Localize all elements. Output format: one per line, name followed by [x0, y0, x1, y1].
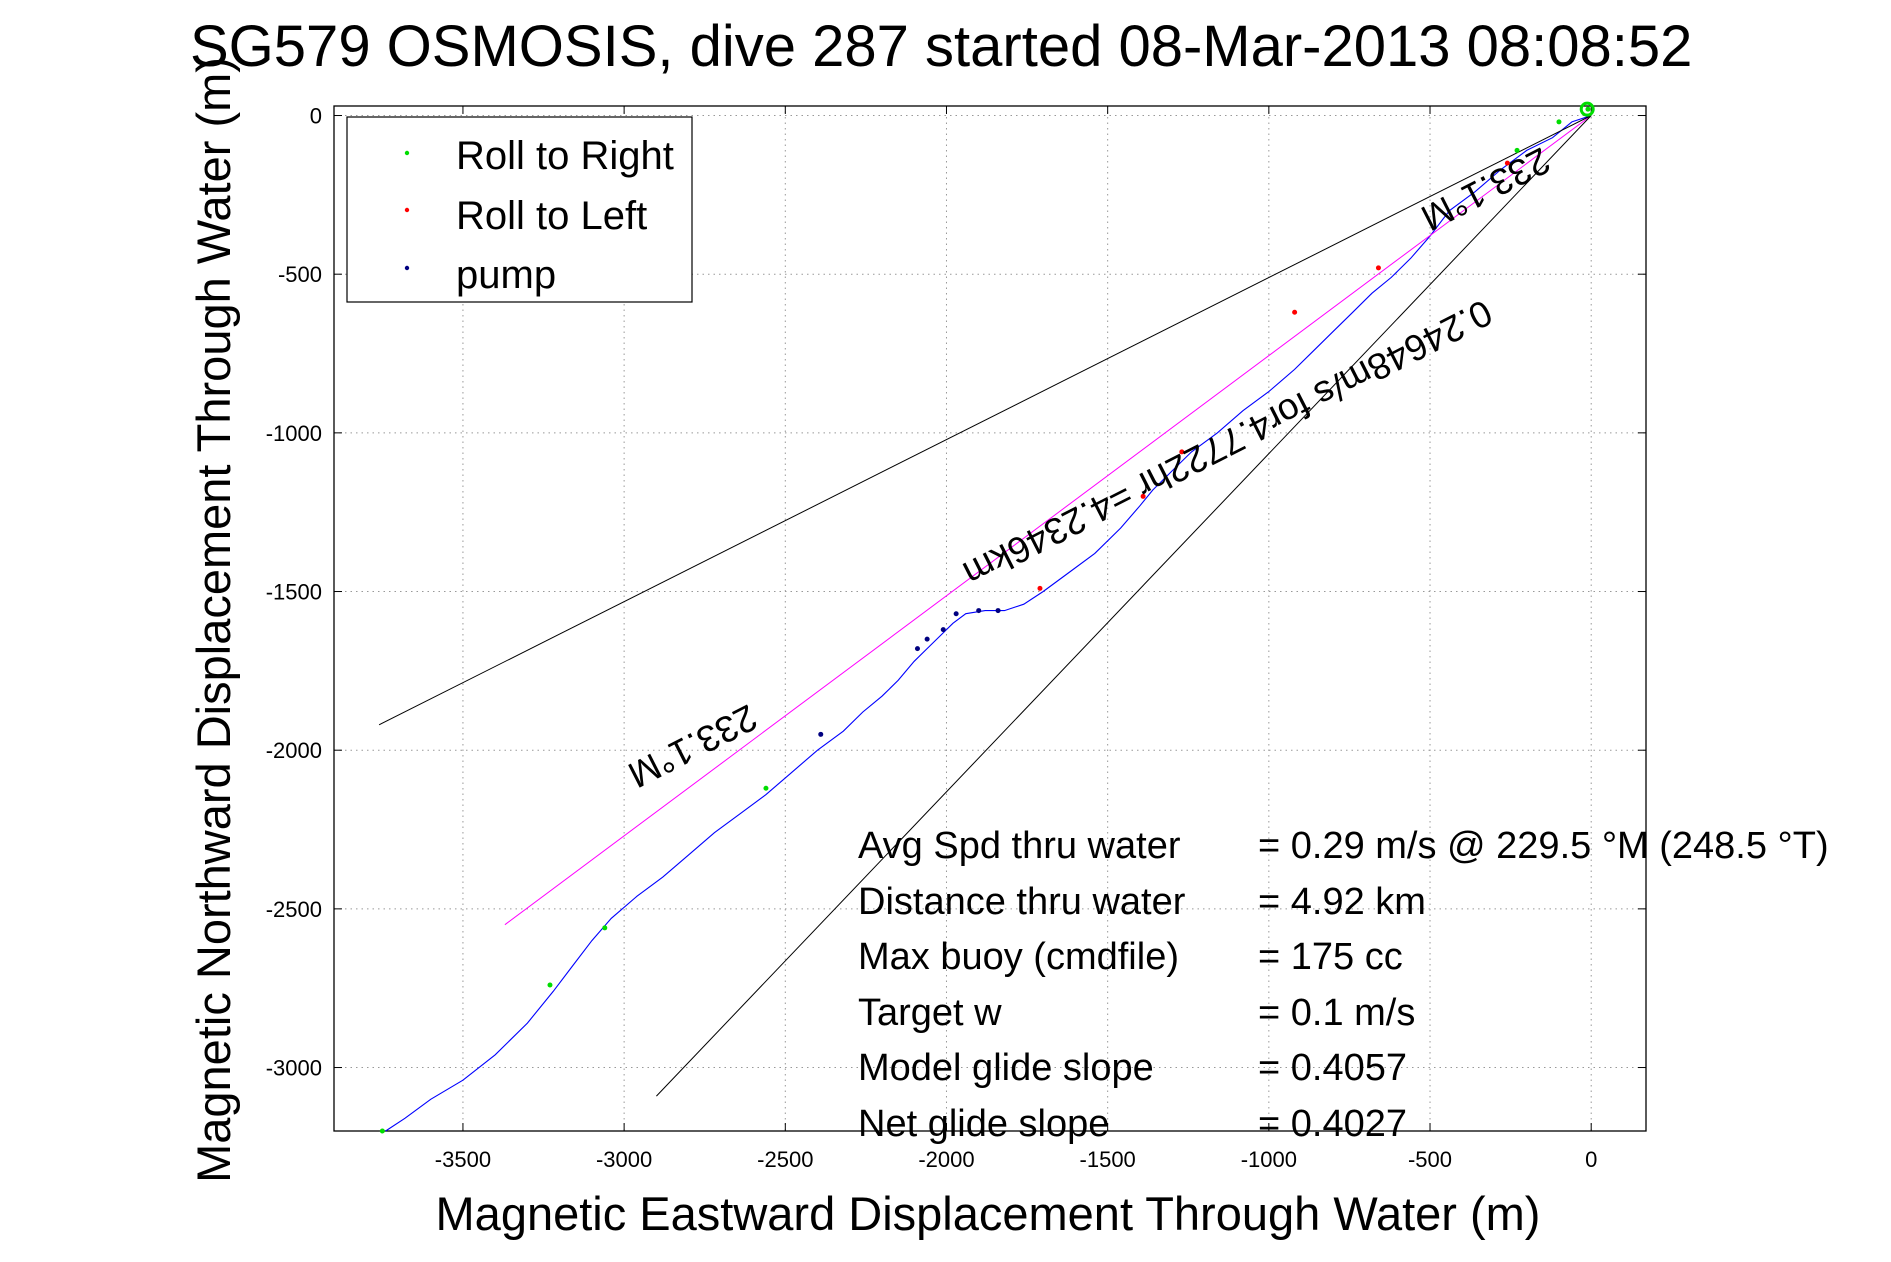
heading-line — [504, 115, 1592, 926]
stat-value-avg-speed: = 0.29 m/s @ 229.5 °M (248.5 °T) — [1258, 825, 1829, 867]
roll-right-point — [1585, 106, 1591, 112]
stat-label-target-w: Target w — [858, 992, 1002, 1034]
roll-right-point — [763, 785, 769, 791]
pump-point — [914, 646, 920, 652]
x-tick-label: 0 — [1585, 1147, 1597, 1172]
x-tick-label: -2000 — [918, 1147, 974, 1172]
stat-label-model-glide: Model glide slope — [858, 1047, 1154, 1089]
pump-point — [924, 636, 930, 642]
x-tick-label: -1000 — [1241, 1147, 1297, 1172]
axis-ticks: -3500 -3000 -2500 -2000 -1500 -1000 -500 0 0 -500… — [266, 104, 1646, 1172]
roll-right-point — [1556, 119, 1562, 125]
y-tick-label: -2000 — [266, 738, 322, 763]
legend-pump-label: pump — [456, 253, 556, 297]
legend-roll-left-marker — [404, 207, 410, 213]
x-tick-label: -1500 — [1080, 1147, 1136, 1172]
legend-box — [346, 116, 693, 303]
roll-right-point — [602, 925, 608, 931]
y-tick-label: -500 — [278, 262, 322, 287]
stat-label-net-glide: Net glide slope — [858, 1103, 1109, 1145]
roll-left-point — [1140, 493, 1146, 499]
stat-value-max-buoy: = 175 cc — [1258, 936, 1403, 978]
envelope-line — [656, 115, 1592, 1097]
data-markers — [379, 106, 1591, 1134]
legend-roll-right-label: Roll to Right — [456, 134, 674, 178]
y-tick-label: -1000 — [266, 421, 322, 446]
roll-left-point — [1037, 585, 1043, 591]
pump-point — [940, 627, 946, 633]
x-tick-label: -3500 — [435, 1147, 491, 1172]
stat-value-net-glide: = 0.4027 — [1258, 1103, 1407, 1145]
stat-label-max-buoy: Max buoy (cmdfile) — [858, 936, 1179, 978]
plot-frame — [333, 105, 1647, 1132]
roll-right-point — [1514, 147, 1520, 153]
y-tick-label: -1500 — [266, 580, 322, 605]
roll-left-point — [1504, 160, 1510, 166]
pump-point — [976, 608, 982, 614]
legend-pump-marker — [404, 265, 410, 271]
stats-block: Avg Spd thru water = 0.29 m/s @ 229.5 °M… — [858, 825, 1829, 1145]
chart-title: SG579 OSMOSIS, dive 287 started 08-Mar-2… — [190, 14, 1692, 79]
pump-point — [953, 611, 959, 617]
roll-right-point — [547, 982, 553, 988]
pump-point — [995, 608, 1001, 614]
stat-label-avg-speed: Avg Spd thru water — [858, 825, 1181, 867]
y-tick-label: -3000 — [266, 1056, 322, 1081]
roll-right-point — [379, 1128, 385, 1134]
legend-roll-right-marker — [404, 150, 410, 156]
legend-roll-left-label: Roll to Left — [456, 194, 647, 238]
stat-value-model-glide: = 0.4057 — [1258, 1047, 1407, 1089]
x-tick-label: -500 — [1408, 1147, 1452, 1172]
roll-left-point — [1375, 265, 1381, 271]
y-tick-label: -2500 — [266, 897, 322, 922]
legend: Roll to Right Roll to Left pump — [346, 116, 693, 303]
y-tick-label: 0 — [310, 104, 322, 129]
data-series — [378, 101, 1595, 1132]
roll-left-point — [1179, 449, 1185, 455]
stat-value-distance: = 4.92 km — [1258, 881, 1426, 923]
stat-label-distance: Distance thru water — [858, 881, 1186, 923]
y-axis-label: Magnetic Northward Displacement Through … — [187, 57, 240, 1183]
x-tick-label: -3000 — [596, 1147, 652, 1172]
x-tick-label: -2500 — [757, 1147, 813, 1172]
x-axis-label: Magnetic Eastward Displacement Through W… — [436, 1187, 1541, 1240]
stat-value-target-w: = 0.1 m/s — [1258, 992, 1415, 1034]
envelope-line — [378, 115, 1592, 726]
pump-point — [818, 731, 824, 737]
surface-marker — [1579, 101, 1595, 117]
roll-left-point — [1292, 309, 1298, 315]
track-line — [385, 114, 1592, 1132]
